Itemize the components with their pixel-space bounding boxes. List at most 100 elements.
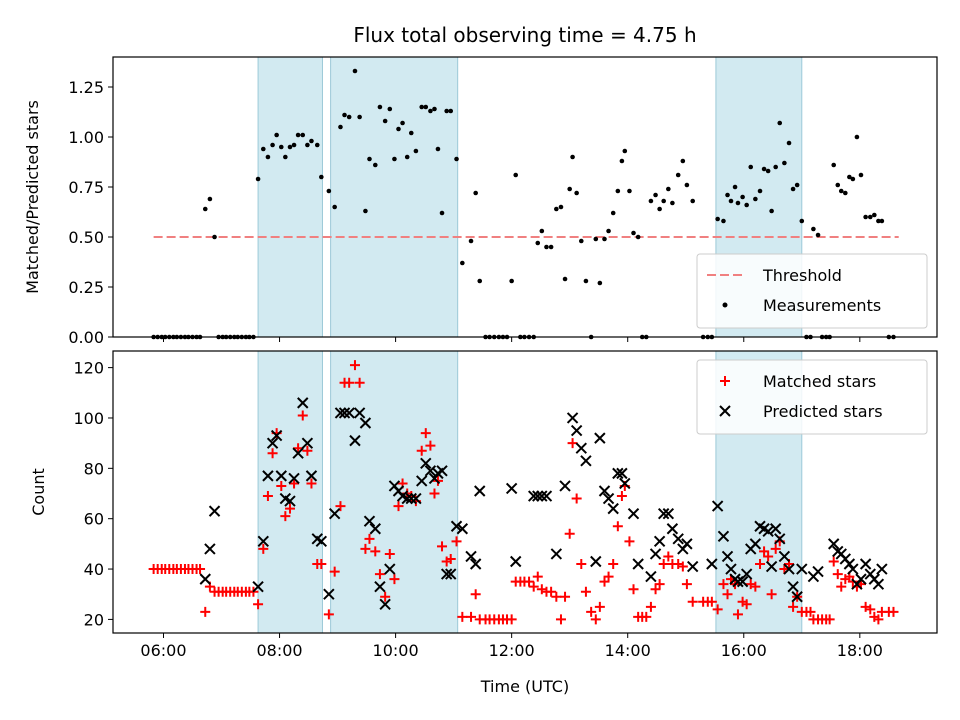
measurement-point [627,188,632,194]
predicted-star-point [292,447,304,459]
matched-star-point [532,571,543,582]
matched-star-point [805,606,816,617]
measurement-point [794,182,800,188]
matched-star-point [571,493,582,504]
predicted-star-point [204,543,216,555]
matched-star-point [608,559,619,570]
predicted-star-point [627,507,640,520]
measurement-point [212,234,217,240]
measurement-point [396,126,401,132]
predicted-star-point [440,568,453,580]
matched-star-point [297,410,308,421]
predicted-star-point [424,465,437,477]
measurement-point [255,176,261,182]
matched-star-point [824,614,835,625]
matched-star-point [200,606,211,617]
matched-star-point [551,591,562,602]
measurement-point [207,196,213,202]
measurement-point [765,168,771,174]
measurement-point [786,140,792,146]
predicted-star-point [199,573,211,585]
matched-star-point [560,591,571,602]
predicted-star-point [510,555,522,568]
measurement-point [473,190,478,196]
matched-star-point [586,606,597,617]
measurement-point [346,114,352,120]
matched-star-point [594,601,605,612]
matched-star-point [384,548,395,559]
measurement-point [570,154,575,160]
matched-star-point [335,501,346,512]
matched-star-point [306,478,317,489]
predicted-star-point [297,397,309,409]
predicted-star-point [619,477,631,490]
measurement-point [454,156,459,162]
predicted-star-point [855,573,867,585]
matched-star-point [374,569,385,580]
measurement-point [332,204,337,210]
matched-star-point [364,533,375,544]
measurement-point [309,138,314,144]
matched-star-point [873,614,884,625]
predicted-star-point [662,507,675,520]
matched-star-point [718,579,729,590]
predicted-star-point [532,490,544,502]
y-tick-label: 0.75 [68,178,104,197]
matched-star-point [302,445,313,456]
measurement-point [558,204,564,210]
matched-star-point [580,586,591,597]
predicted-star-point [353,407,366,419]
y-tick-label: 60 [84,510,104,529]
measurement-point [283,154,288,160]
matched-star-point [262,491,273,502]
measurement-point [684,182,690,188]
matched-star-point [650,584,661,595]
measurement-point [811,226,816,232]
measurement-point [300,132,306,138]
matched-star-point [788,601,799,612]
measurement-point [513,172,519,178]
predicted-star-point [420,457,432,470]
legend: Matched stars Predicted stars [696,359,928,435]
matched-star-point [429,488,440,499]
measurement-point [867,214,873,220]
measurement-point [468,238,474,244]
measurement-point [583,278,589,284]
x-tick-label: 10:00 [373,641,419,660]
legend-label: Predicted stars [763,402,883,421]
measurement-point [610,210,616,216]
measurement-point [448,108,454,114]
measurement-point [843,190,848,196]
predicted-star-point [876,563,888,575]
predicted-star-point [769,523,782,535]
predicted-star-point [275,470,287,482]
predicted-star-point [436,465,448,477]
predicted-star-point [649,548,662,560]
measurement-point [367,156,372,162]
measurement-point [352,68,358,74]
measurement-point [260,146,266,152]
matched-star-point [616,491,627,502]
predicted-star-point [645,570,657,583]
matched-star-point [195,564,206,575]
matched-star-point [687,596,698,607]
predicted-star-point [401,492,413,505]
predicted-star-point [536,490,548,502]
measurement-point [670,200,675,206]
predicted-star-point [363,515,376,527]
predicted-star-point [666,523,679,535]
measurement-point [773,164,778,170]
measurement-point [319,174,324,180]
predicted-star-point [559,480,571,492]
measurement-point [876,218,881,224]
matched-star-point [564,528,575,539]
predicted-star-point [632,558,644,570]
measurement-point [744,202,749,208]
predicted-star-point [465,550,477,563]
predicted-star-point [657,507,670,520]
measurement-point [725,192,730,198]
measurement-point [653,192,658,198]
predicted-star-point [262,470,274,482]
measurement-point [648,198,654,204]
